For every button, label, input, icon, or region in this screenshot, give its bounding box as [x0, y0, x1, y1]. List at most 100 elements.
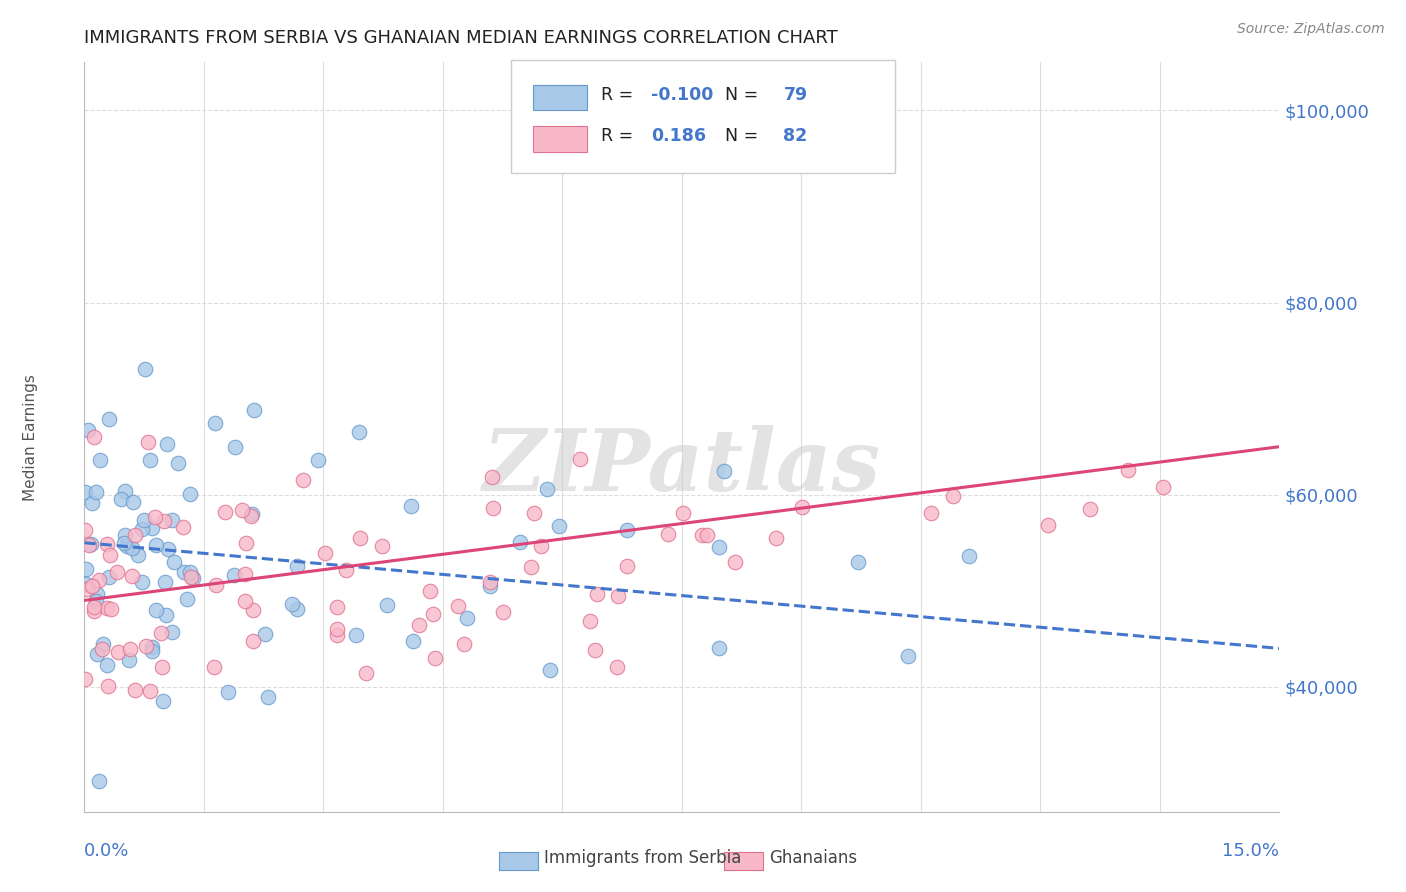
Point	[240, 508, 263, 522]
Point	[242, 402, 264, 417]
Point	[402, 634, 425, 648]
Point	[492, 605, 515, 619]
Point	[616, 523, 638, 537]
Point	[222, 568, 245, 582]
FancyBboxPatch shape	[533, 85, 588, 111]
Point	[482, 500, 505, 515]
Point	[138, 683, 160, 698]
Text: Source: ZipAtlas.com: Source: ZipAtlas.com	[1237, 22, 1385, 37]
Point	[231, 502, 253, 516]
Point	[121, 495, 143, 509]
Point	[520, 560, 543, 574]
Point	[707, 640, 730, 655]
Point	[141, 521, 163, 535]
Point	[98, 412, 121, 426]
Point	[242, 603, 264, 617]
Point	[110, 491, 132, 506]
Point	[80, 536, 103, 550]
Point	[257, 690, 280, 705]
FancyBboxPatch shape	[510, 60, 894, 173]
Point	[377, 599, 399, 613]
Point	[1116, 463, 1139, 477]
Point	[145, 537, 167, 551]
Point	[456, 611, 478, 625]
Point	[605, 660, 627, 674]
Point	[422, 607, 444, 621]
Text: -0.100: -0.100	[651, 86, 713, 103]
Point	[80, 496, 103, 510]
Point	[696, 527, 718, 541]
Point	[446, 599, 468, 614]
Point	[657, 527, 679, 541]
Point	[253, 627, 276, 641]
Point	[163, 555, 186, 569]
Point	[349, 531, 371, 545]
Text: 0.0%: 0.0%	[84, 842, 129, 860]
Point	[173, 565, 195, 579]
Point	[370, 539, 392, 553]
Point	[509, 535, 531, 549]
Point	[118, 642, 141, 657]
Text: Median Earnings: Median Earnings	[22, 374, 38, 500]
Point	[139, 453, 162, 467]
Point	[287, 558, 309, 573]
Point	[307, 453, 329, 467]
Text: R =: R =	[600, 86, 638, 103]
Point	[578, 614, 600, 628]
Point	[181, 571, 204, 585]
Point	[96, 601, 118, 615]
Point	[957, 549, 980, 563]
Point	[73, 484, 96, 499]
Point	[117, 653, 139, 667]
Point	[80, 579, 103, 593]
Point	[523, 506, 546, 520]
Point	[153, 575, 176, 590]
Point	[280, 597, 302, 611]
Point	[607, 589, 630, 603]
Point	[145, 603, 167, 617]
Point	[134, 361, 156, 376]
Point	[326, 599, 349, 614]
FancyBboxPatch shape	[533, 126, 588, 152]
Text: IMMIGRANTS FROM SERBIA VS GHANAIAN MEDIAN EARNINGS CORRELATION CHART: IMMIGRANTS FROM SERBIA VS GHANAIAN MEDIA…	[84, 29, 838, 47]
Point	[204, 416, 226, 430]
Point	[134, 513, 156, 527]
Point	[586, 587, 609, 601]
Point	[93, 637, 115, 651]
Point	[1152, 480, 1174, 494]
Point	[83, 599, 105, 614]
Point	[897, 648, 920, 663]
Point	[97, 679, 120, 693]
Point	[707, 541, 730, 555]
Point	[616, 559, 638, 574]
Point	[150, 626, 173, 640]
Point	[481, 470, 503, 484]
Point	[100, 601, 122, 615]
Point	[335, 563, 357, 577]
Point	[172, 519, 194, 533]
Point	[176, 591, 198, 606]
Point	[204, 578, 226, 592]
Point	[179, 565, 201, 579]
Point	[408, 618, 430, 632]
Point	[1078, 502, 1101, 516]
Point	[180, 570, 202, 584]
Point	[792, 500, 814, 514]
Point	[399, 500, 422, 514]
Point	[479, 579, 502, 593]
Point	[121, 541, 143, 556]
Point	[453, 637, 475, 651]
Text: 0.186: 0.186	[651, 127, 706, 145]
Point	[152, 693, 174, 707]
Point	[713, 464, 735, 478]
Point	[419, 583, 441, 598]
Text: R =: R =	[600, 127, 638, 145]
Point	[690, 528, 713, 542]
Point	[73, 523, 96, 537]
Point	[235, 536, 257, 550]
Point	[135, 639, 157, 653]
Text: Immigrants from Serbia: Immigrants from Serbia	[544, 849, 741, 867]
Point	[86, 647, 108, 661]
Point	[76, 582, 98, 596]
Point	[156, 542, 179, 557]
